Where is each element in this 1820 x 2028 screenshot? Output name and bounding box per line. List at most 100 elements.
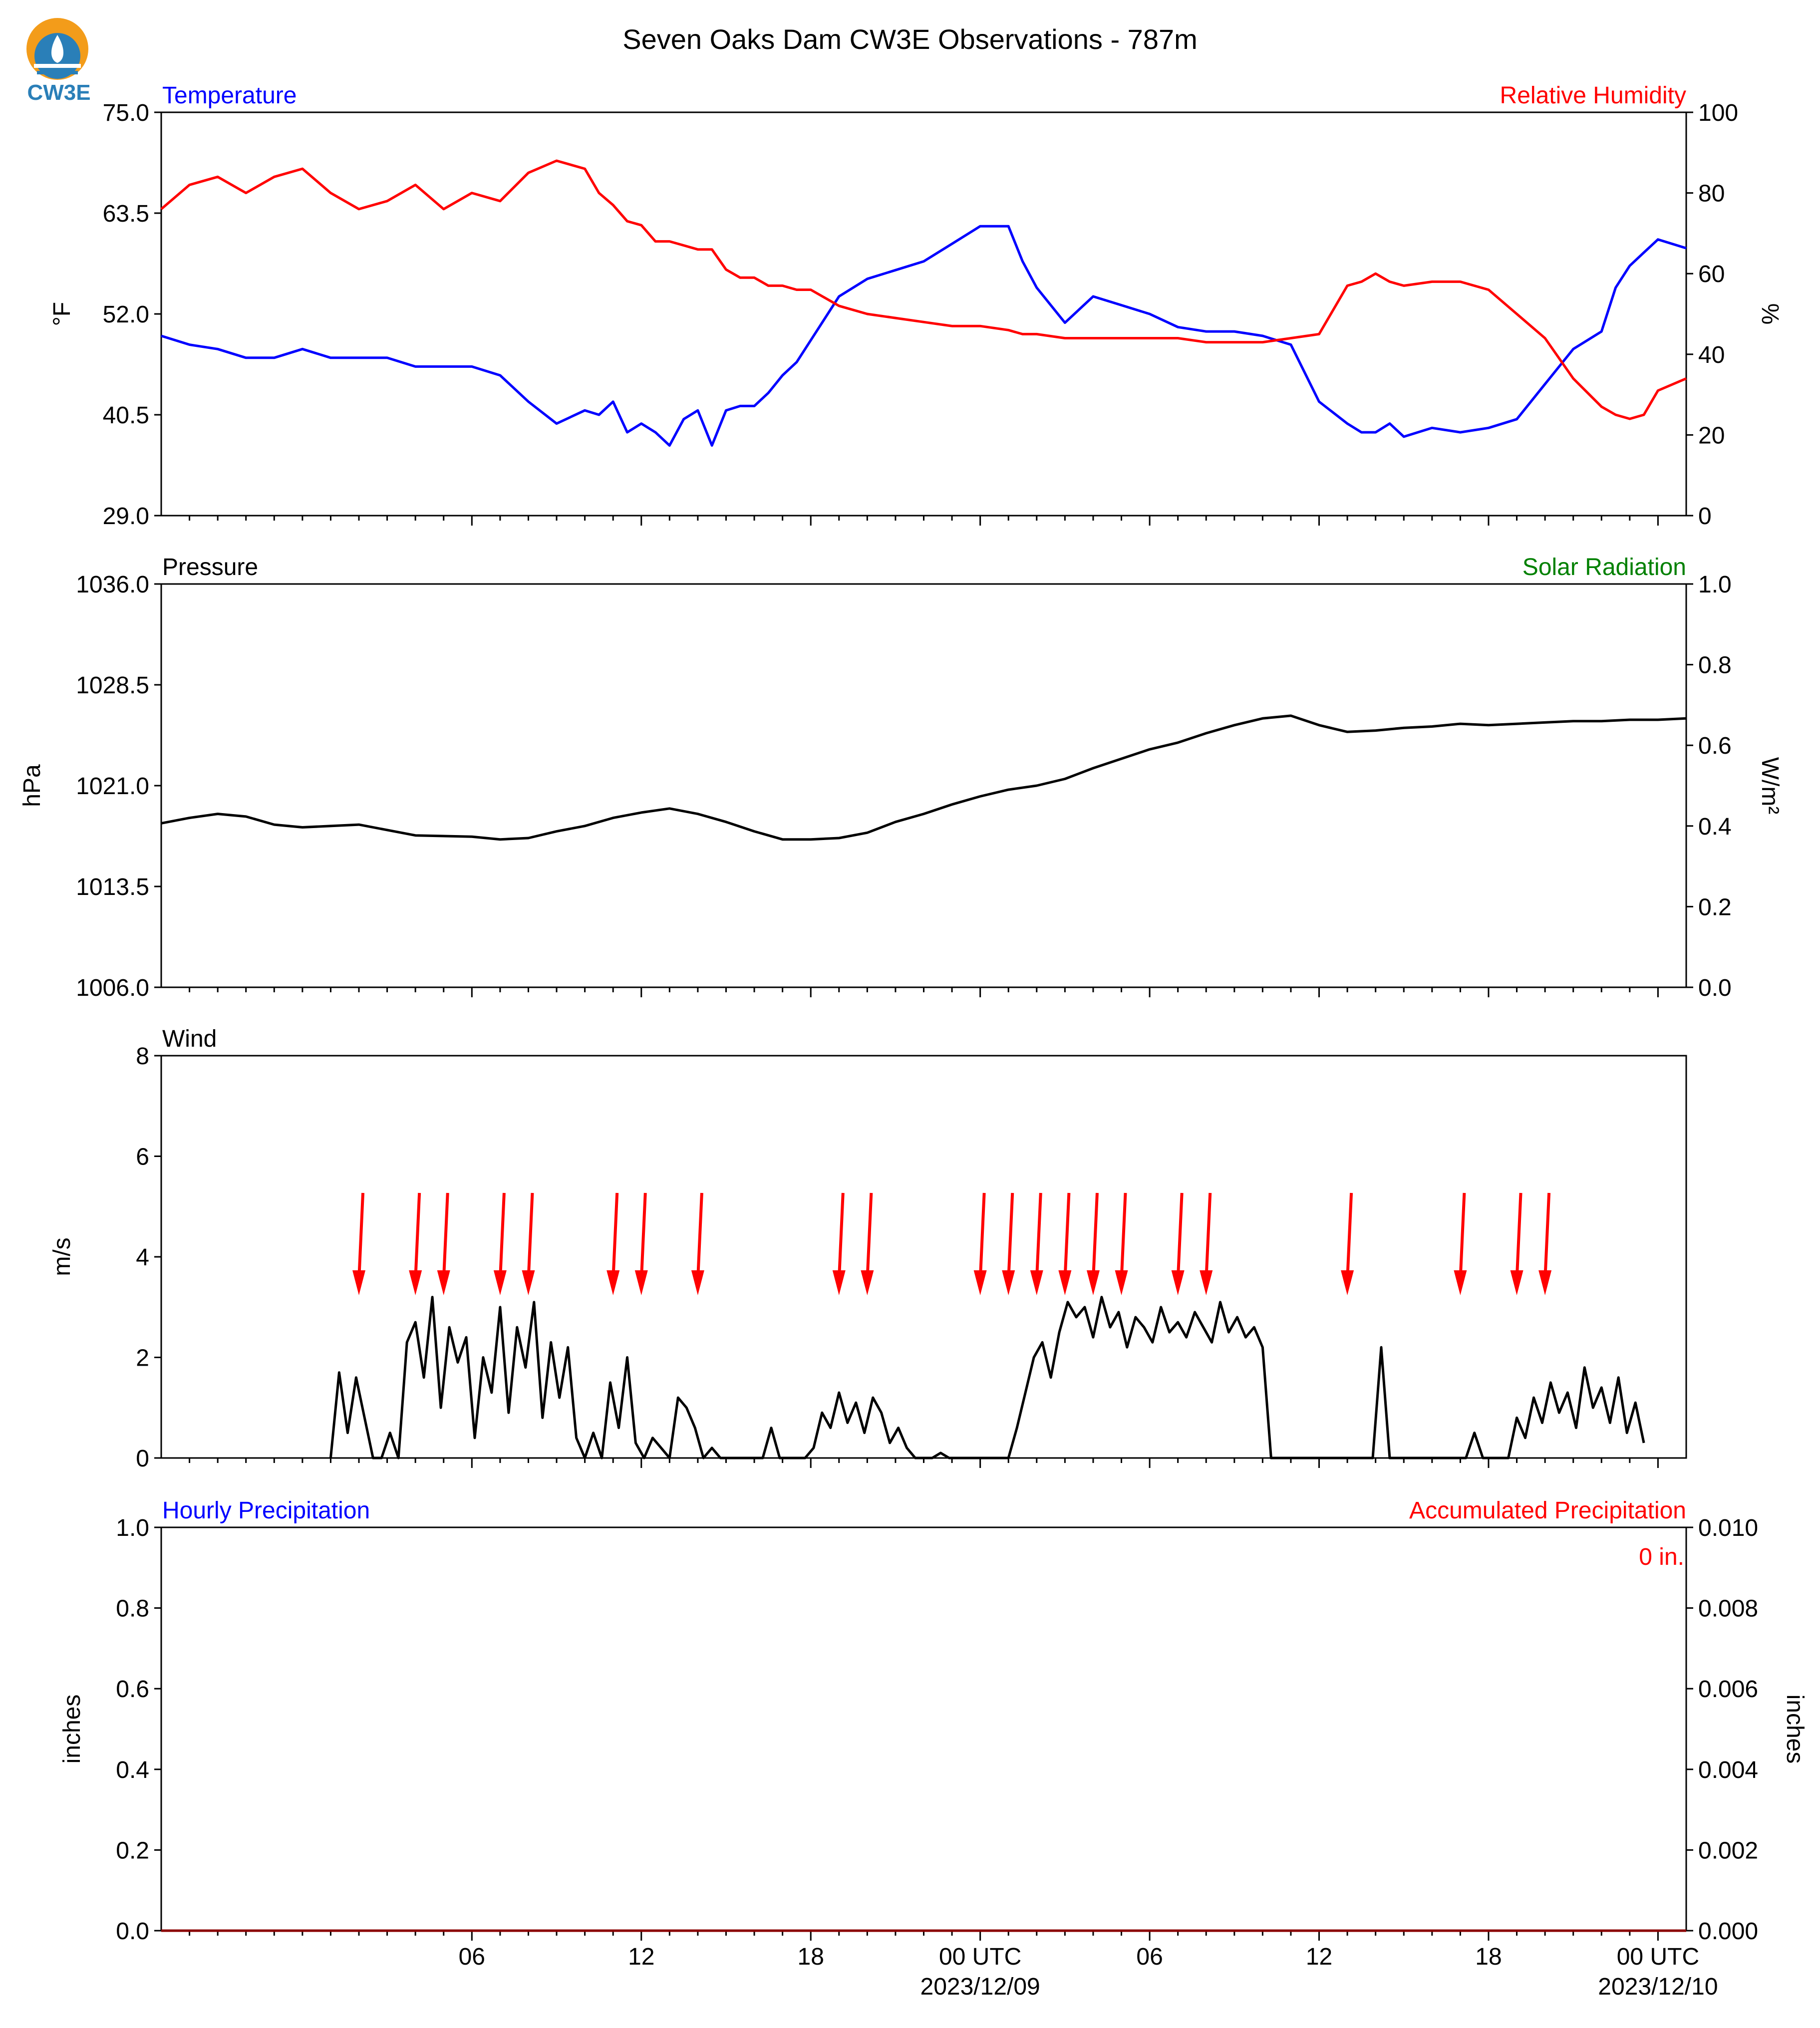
y-tick-label-right: 0.0 (1698, 975, 1732, 1001)
y-axis-label-left: °F (49, 302, 75, 326)
wind-direction-arrowhead (1510, 1270, 1523, 1295)
wind-direction-arrow (1176, 1192, 1184, 1281)
y-tick-label-left: 63.5 (103, 201, 149, 227)
chart-title: Seven Oaks Dam CW3E Observations - 787m (622, 23, 1198, 55)
y-tick-label-right: 0 (1698, 503, 1712, 530)
wind-direction-arrowhead (1538, 1270, 1552, 1295)
panel-left-title: Wind (162, 1026, 217, 1052)
y-tick-label-right: 0.2 (1698, 894, 1732, 920)
y-tick-label-right: 100 (1698, 100, 1738, 126)
y-tick-label-left: 1021.0 (76, 773, 149, 800)
wind-direction-arrow (1063, 1192, 1071, 1281)
wind-direction-arrow (837, 1192, 845, 1281)
y-tick-label-right: 80 (1698, 181, 1725, 207)
y-tick-label-right: 0.000 (1698, 1918, 1758, 1945)
wind-direction-arrow (1120, 1192, 1127, 1281)
wind-direction-arrow (639, 1192, 647, 1281)
y-tick-label-right: 0.002 (1698, 1837, 1758, 1864)
wind-direction-arrow (414, 1192, 421, 1281)
y-tick-label-left: 0 (136, 1446, 149, 1472)
wind-direction-arrowhead (973, 1270, 987, 1295)
y-axis-label-left: m/s (49, 1237, 75, 1276)
wind-direction-arrow (1515, 1192, 1522, 1281)
wind-direction-arrow (357, 1192, 365, 1281)
y-tick-label-left: 75.0 (103, 100, 149, 126)
wind-direction-arrow (1543, 1192, 1551, 1281)
wind-direction-arrowhead (861, 1270, 874, 1295)
wind-direction-arrow (1459, 1192, 1466, 1281)
wind-direction-arrow (1346, 1192, 1353, 1281)
y-tick-label-left: 1006.0 (76, 975, 149, 1001)
series-line-1 (329, 1296, 1645, 1459)
wind-direction-arrowhead (1341, 1270, 1354, 1295)
y-tick-label-left: 2 (136, 1345, 149, 1372)
wind-direction-arrowhead (1454, 1270, 1467, 1295)
wind-direction-arrow (1091, 1192, 1099, 1281)
wind-direction-arrowhead (607, 1270, 620, 1295)
wind-direction-arrow (978, 1192, 986, 1281)
wind-direction-arrow (1205, 1192, 1212, 1281)
y-tick-label-left: 0.4 (116, 1757, 149, 1783)
wind-direction-arrowhead (1086, 1270, 1100, 1295)
y-tick-label-right: 0.6 (1698, 733, 1732, 759)
panel-1: Temperature Relative Humidity 75.0 63.5 52.0… (49, 82, 1783, 530)
wind-direction-arrow (696, 1192, 703, 1281)
panel-4: Hourly Precipitation Accumulated Precipit… (59, 1497, 1808, 1945)
wind-direction-arrow (527, 1192, 534, 1281)
panel-left-title: Hourly Precipitation (162, 1497, 370, 1524)
y-tick-label-left: 1036.0 (76, 572, 149, 598)
wind-direction-arrow (611, 1192, 619, 1281)
wind-direction-arrow (866, 1192, 873, 1281)
x-tick-label: 18 (1475, 1944, 1502, 1970)
y-tick-label-right: 1.0 (1698, 572, 1732, 598)
panel-left-title: Pressure (162, 554, 258, 580)
panel-right-title: Accumulated Precipitation (1409, 1497, 1686, 1524)
wind-direction-arrowhead (634, 1270, 648, 1295)
x-tick-label: 12 (1306, 1944, 1332, 1970)
wind-direction-arrowhead (1200, 1270, 1213, 1295)
y-tick-label-right: 20 (1698, 422, 1725, 449)
y-tick-label-left: 4 (136, 1244, 149, 1271)
x-date-label: 2023/12/10 (1598, 1974, 1718, 2000)
series-line-2 (160, 159, 1687, 420)
panel-2: Pressure Solar Radiation 1036.0 1028.5 1021.… (19, 554, 1783, 1001)
x-tick-label: 06 (459, 1944, 485, 1970)
y-tick-label-left: 0.8 (116, 1596, 149, 1622)
series-line-1 (161, 225, 1687, 447)
y-axis-label-right: % (1757, 303, 1783, 325)
x-tick-label: 12 (628, 1944, 654, 1970)
wind-direction-arrowhead (493, 1270, 507, 1295)
y-tick-label-left: 8 (136, 1043, 149, 1070)
y-axis-label-left: hPa (19, 764, 45, 807)
wind-direction-arrowhead (352, 1270, 366, 1295)
x-tick-label: 00 UTC (1617, 1944, 1699, 1970)
y-tick-label-left: 6 (136, 1144, 149, 1170)
wind-direction-arrowhead (1171, 1270, 1185, 1295)
y-tick-label-left: 0.6 (116, 1676, 149, 1703)
y-tick-label-left: 1028.5 (76, 672, 149, 699)
cw3e-logo: CW3E (26, 18, 91, 105)
wind-direction-arrow (1035, 1192, 1042, 1281)
y-tick-label-right: 0.8 (1698, 652, 1732, 679)
wind-direction-arrowhead (1002, 1270, 1015, 1295)
y-tick-label-left: 1.0 (116, 1515, 149, 1541)
panel-3: Wind 8 6 4 2 0 m/s (49, 1026, 1687, 1472)
wind-direction-arrow (442, 1192, 449, 1281)
series-line-1 (161, 714, 1687, 841)
x-tick-label: 00 UTC (939, 1944, 1021, 1970)
wind-direction-arrowhead (691, 1270, 704, 1295)
wind-direction-arrowhead (1115, 1270, 1128, 1295)
y-tick-label-right: 0.006 (1698, 1676, 1758, 1703)
y-tick-label-right: 0.008 (1698, 1596, 1758, 1622)
y-tick-label-left: 29.0 (103, 503, 149, 530)
y-tick-label-left: 1013.5 (76, 874, 149, 900)
y-tick-label-right: 40 (1698, 342, 1725, 368)
y-tick-label-right: 0.004 (1698, 1757, 1758, 1783)
y-axis-label-right: inches (1782, 1695, 1808, 1764)
wind-direction-arrow (498, 1192, 506, 1281)
y-tick-label-left: 0.0 (116, 1918, 149, 1945)
y-tick-label-right: 0.010 (1698, 1515, 1758, 1541)
y-tick-label-right: 60 (1698, 261, 1725, 288)
y-tick-label-left: 40.5 (103, 402, 149, 429)
